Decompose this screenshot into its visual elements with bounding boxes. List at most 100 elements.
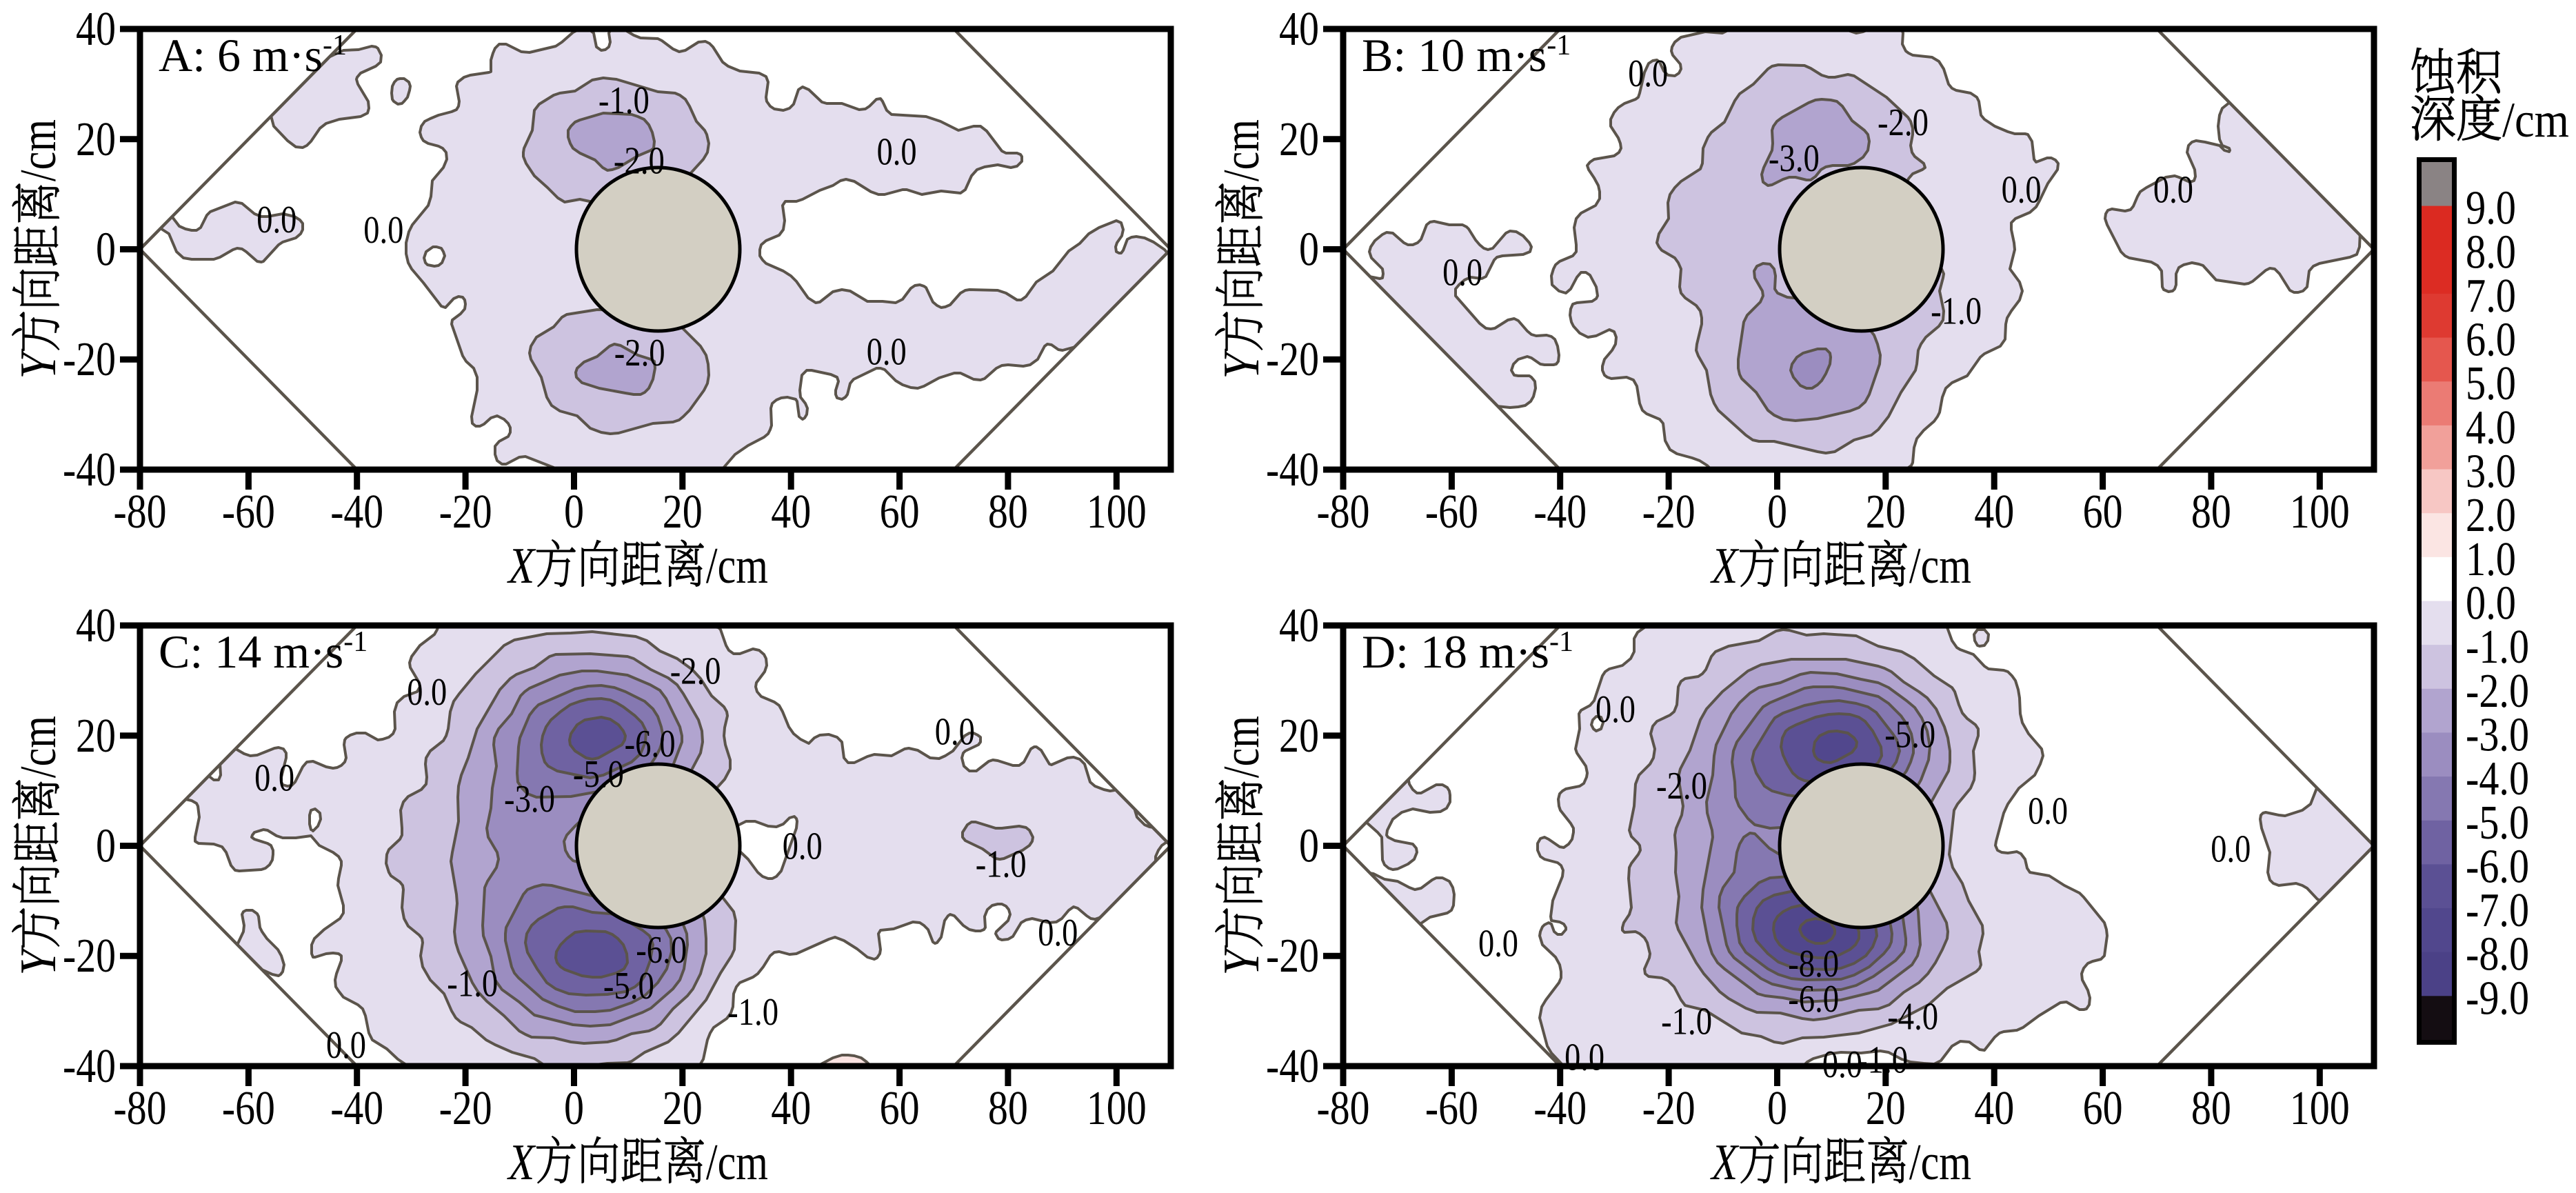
svg-text:1.0: 1.0: [2466, 533, 2516, 586]
svg-text:-80: -80: [114, 485, 167, 539]
svg-text:100: 100: [2290, 1082, 2350, 1135]
svg-text:-2.0: -2.0: [670, 650, 721, 693]
svg-text:100: 100: [1087, 1082, 1147, 1135]
svg-text:20: 20: [1279, 113, 1319, 166]
svg-text:40: 40: [1279, 3, 1319, 56]
svg-text:/cm: /cm: [2502, 92, 2569, 148]
svg-text:0: 0: [1767, 485, 1787, 539]
svg-text:-1.0: -1.0: [1857, 1039, 1908, 1082]
svg-text:-40: -40: [330, 485, 383, 539]
svg-text:20: 20: [1866, 1082, 1906, 1135]
svg-text:X: X: [507, 1134, 536, 1191]
svg-text:-40: -40: [1533, 485, 1587, 539]
svg-text:-3.0: -3.0: [1769, 137, 1820, 180]
svg-text:Y: Y: [10, 945, 67, 975]
svg-text:-1.0: -1.0: [1661, 1001, 1712, 1043]
svg-text:X: X: [1710, 538, 1740, 594]
svg-text:A: 6 m·s-1: A: 6 m·s-1: [159, 29, 347, 81]
svg-text:0.0: 0.0: [254, 757, 294, 800]
svg-text:0: 0: [96, 223, 116, 277]
svg-text:0.0: 0.0: [935, 711, 975, 754]
svg-text:-1.0: -1.0: [447, 963, 498, 1005]
svg-text:20: 20: [663, 1082, 703, 1135]
svg-text:-7.0: -7.0: [2466, 884, 2529, 937]
svg-text:-4.0: -4.0: [2466, 752, 2529, 805]
svg-text:0.0: 0.0: [407, 671, 447, 714]
svg-text:0.0: 0.0: [877, 131, 917, 174]
svg-text:-6.0: -6.0: [636, 929, 687, 972]
svg-text:0: 0: [96, 820, 116, 873]
svg-text:-80: -80: [1317, 485, 1370, 539]
svg-text:9.0: 9.0: [2466, 182, 2516, 235]
svg-text:-60: -60: [222, 485, 275, 539]
svg-text:-20: -20: [1266, 930, 1319, 983]
svg-text:-5.0: -5.0: [573, 753, 624, 796]
svg-text:0.0: 0.0: [867, 331, 907, 374]
svg-text:-60: -60: [1425, 1082, 1478, 1135]
svg-text:-60: -60: [1425, 485, 1478, 539]
svg-text:-80: -80: [1317, 1082, 1370, 1135]
svg-text:-2.0: -2.0: [614, 332, 665, 374]
svg-text:80: 80: [2191, 1082, 2231, 1135]
svg-text:-8.0: -8.0: [1788, 943, 1839, 985]
svg-text:4.0: 4.0: [2466, 401, 2516, 454]
svg-text:/cm: /cm: [10, 716, 67, 778]
svg-text:100: 100: [1087, 485, 1147, 539]
svg-text:B: 10 m·s-1: B: 10 m·s-1: [1362, 29, 1571, 81]
svg-text:20: 20: [663, 485, 703, 539]
svg-text:-40: -40: [1266, 443, 1319, 497]
svg-text:-20: -20: [439, 485, 492, 539]
svg-text:60: 60: [2083, 485, 2123, 539]
svg-text:60: 60: [880, 1082, 920, 1135]
svg-text:-3.0: -3.0: [2466, 708, 2529, 761]
svg-text:80: 80: [988, 1082, 1028, 1135]
svg-text:-2.0: -2.0: [2466, 665, 2529, 718]
svg-text:Y: Y: [10, 348, 67, 379]
svg-text:20: 20: [1866, 485, 1906, 539]
svg-text:C: 14 m·s-1: C: 14 m·s-1: [159, 625, 368, 678]
svg-text:100: 100: [2290, 485, 2350, 539]
svg-text:-1.0: -1.0: [598, 79, 650, 122]
svg-text:0.0: 0.0: [363, 209, 403, 252]
svg-text:60: 60: [880, 485, 920, 539]
svg-text:-5.0: -5.0: [2466, 796, 2529, 850]
svg-text:D: 18 m·s-1: D: 18 m·s-1: [1362, 625, 1573, 678]
svg-text:40: 40: [76, 599, 116, 652]
svg-text:-40: -40: [1533, 1082, 1587, 1135]
svg-text:-20: -20: [1266, 333, 1319, 386]
svg-text:0.0: 0.0: [2211, 828, 2251, 871]
svg-text:0.0: 0.0: [783, 825, 823, 868]
svg-text:Y: Y: [1214, 348, 1270, 379]
svg-text:0.0: 0.0: [256, 199, 296, 241]
svg-text:-9.0: -9.0: [2466, 972, 2529, 1025]
svg-text:40: 40: [771, 485, 811, 539]
svg-text:60: 60: [2083, 1082, 2123, 1135]
svg-text:-1.0: -1.0: [2466, 621, 2529, 674]
svg-text:40: 40: [1974, 485, 2014, 539]
svg-text:0: 0: [564, 1082, 584, 1135]
svg-text:-80: -80: [114, 1082, 167, 1135]
svg-text:0.0: 0.0: [1038, 912, 1078, 954]
svg-text:6.0: 6.0: [2466, 314, 2516, 367]
svg-text:-40: -40: [330, 1082, 383, 1135]
svg-text:0.0: 0.0: [1628, 52, 1668, 95]
svg-text:0.0: 0.0: [326, 1024, 366, 1067]
svg-text:0.0: 0.0: [1596, 688, 1636, 731]
svg-text:-1.0: -1.0: [976, 843, 1027, 885]
svg-text:5.0: 5.0: [2466, 357, 2516, 410]
svg-text:-20: -20: [439, 1082, 492, 1135]
svg-text:20: 20: [1279, 710, 1319, 763]
svg-text:-1.0: -1.0: [1931, 290, 1982, 332]
svg-text:-1.0: -1.0: [727, 991, 778, 1034]
svg-text:7.0: 7.0: [2466, 270, 2516, 323]
svg-text:/cm: /cm: [1214, 119, 1270, 181]
svg-text:0.0: 0.0: [1822, 1043, 1862, 1086]
svg-text:-40: -40: [63, 1040, 116, 1093]
svg-text:-4.0: -4.0: [1887, 996, 1938, 1039]
svg-text:-40: -40: [63, 443, 116, 497]
svg-text:0.0: 0.0: [2028, 790, 2068, 833]
svg-text:-20: -20: [1642, 1082, 1695, 1135]
svg-text:/cm: /cm: [706, 1134, 768, 1191]
svg-text:/cm: /cm: [1909, 538, 1971, 594]
svg-text:X: X: [1710, 1134, 1740, 1191]
